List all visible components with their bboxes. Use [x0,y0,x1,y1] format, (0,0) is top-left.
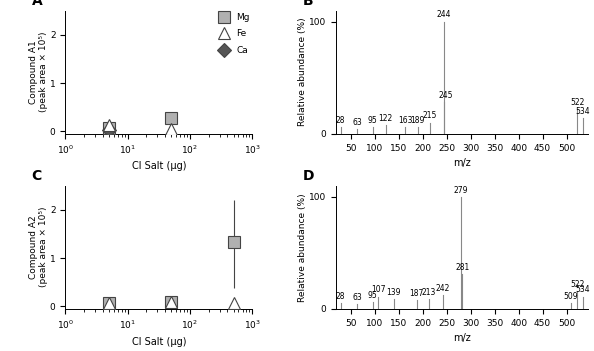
Text: 122: 122 [378,114,393,122]
Text: 63: 63 [352,293,362,302]
X-axis label: m/z: m/z [453,333,471,343]
Text: 509: 509 [564,292,578,301]
Text: 187: 187 [409,289,424,298]
Text: 281: 281 [456,263,470,272]
Text: 139: 139 [387,287,401,297]
Y-axis label: Relative abundance (%): Relative abundance (%) [298,18,307,126]
X-axis label: m/z: m/z [453,158,471,168]
Y-axis label: Compound A1
(peak area × 10⁵): Compound A1 (peak area × 10⁵) [29,32,49,112]
Text: 215: 215 [423,111,437,120]
Text: 213: 213 [422,287,436,297]
X-axis label: Cl Salt (μg): Cl Salt (μg) [131,161,186,172]
Text: 28: 28 [336,116,345,125]
Text: 534: 534 [576,107,590,116]
Text: 95: 95 [368,116,377,125]
Text: 95: 95 [368,291,377,300]
X-axis label: Cl Salt (μg): Cl Salt (μg) [131,337,186,346]
Text: 107: 107 [371,285,386,294]
Text: 279: 279 [453,186,468,194]
Legend: Mg, Fe, Ca: Mg, Fe, Ca [215,13,249,55]
Y-axis label: Relative abundance (%): Relative abundance (%) [298,193,307,302]
Text: 245: 245 [438,91,453,100]
Text: 522: 522 [570,280,584,289]
Text: 242: 242 [436,284,450,293]
Text: 163: 163 [398,116,412,125]
Text: 244: 244 [437,11,451,20]
Text: 534: 534 [576,285,590,294]
Text: D: D [303,169,314,183]
Text: 63: 63 [352,118,362,127]
Text: A: A [31,0,42,8]
Text: C: C [31,169,42,183]
Text: 522: 522 [570,98,584,107]
Y-axis label: Compound A2
(peak area × 10⁵): Compound A2 (peak area × 10⁵) [29,207,49,287]
Text: 189: 189 [410,116,425,125]
Text: B: B [303,0,314,8]
Text: 28: 28 [336,292,345,301]
